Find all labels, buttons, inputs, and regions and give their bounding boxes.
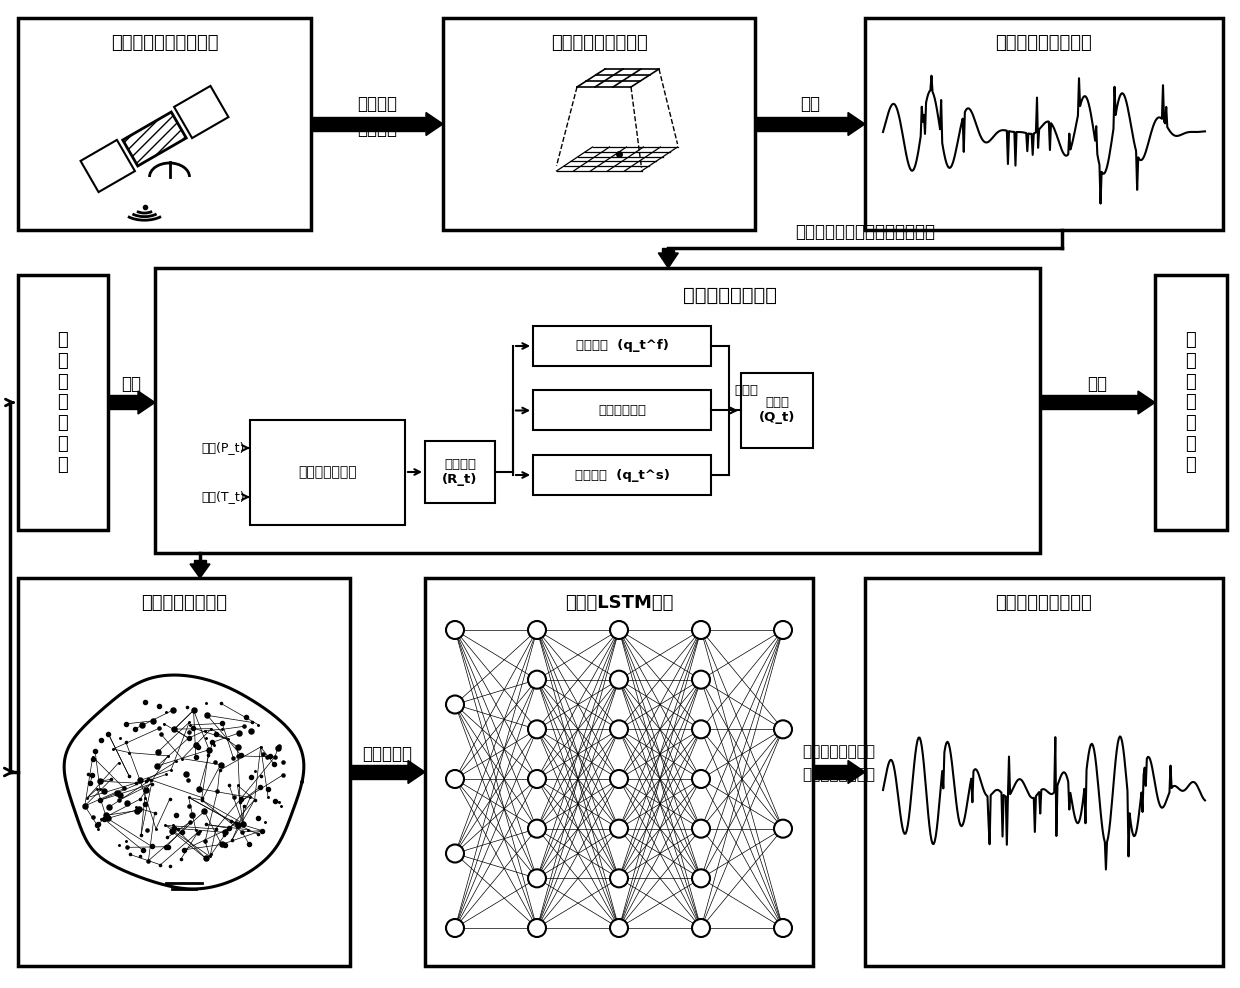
Circle shape bbox=[692, 770, 711, 788]
Polygon shape bbox=[427, 113, 443, 135]
Circle shape bbox=[610, 770, 627, 788]
Text: 校正长系列径流系列: 校正长系列径流系列 bbox=[996, 594, 1092, 612]
Text: 构建流域水文模型: 构建流域水文模型 bbox=[683, 286, 777, 305]
Circle shape bbox=[528, 621, 546, 639]
Circle shape bbox=[774, 820, 792, 838]
Bar bbox=[19, 18, 311, 230]
Text: 推求长系列气象资料: 推求长系列气象资料 bbox=[996, 34, 1092, 52]
Text: 总径流
(Q_t): 总径流 (Q_t) bbox=[759, 396, 795, 425]
Text: 提取卫星遥测气象信息: 提取卫星遥测气象信息 bbox=[110, 34, 218, 52]
Text: 率定统计降尺度模型: 率定统计降尺度模型 bbox=[551, 34, 647, 52]
Bar bbox=[742, 373, 813, 448]
Circle shape bbox=[446, 919, 464, 937]
Polygon shape bbox=[123, 112, 186, 166]
Text: 观测数据: 观测数据 bbox=[357, 120, 397, 138]
Bar bbox=[19, 578, 350, 966]
Text: 非线性损失模块: 非线性损失模块 bbox=[298, 465, 357, 479]
Text: 的长系列径流过程: 的长系列径流过程 bbox=[802, 768, 875, 782]
Bar bbox=[425, 441, 495, 503]
Circle shape bbox=[610, 671, 627, 689]
Polygon shape bbox=[848, 113, 866, 135]
Polygon shape bbox=[848, 761, 866, 783]
Bar bbox=[350, 765, 408, 779]
Bar bbox=[662, 248, 675, 253]
Text: 降水(P_t): 降水(P_t) bbox=[202, 442, 246, 454]
Bar bbox=[108, 395, 138, 409]
Text: 温度(T_t): 温度(T_t) bbox=[201, 490, 246, 504]
Circle shape bbox=[610, 621, 627, 639]
Text: 实
测
日
径
流
过
程: 实 测 日 径 流 过 程 bbox=[57, 331, 68, 474]
Text: 输入: 输入 bbox=[122, 375, 141, 393]
Polygon shape bbox=[658, 253, 678, 268]
Text: 输入观测期降尺度后的气象系列: 输入观测期降尺度后的气象系列 bbox=[795, 223, 935, 241]
Text: 输出: 输出 bbox=[800, 95, 820, 113]
Bar bbox=[755, 117, 848, 131]
Circle shape bbox=[610, 869, 627, 887]
Circle shape bbox=[528, 919, 546, 937]
Circle shape bbox=[528, 770, 546, 788]
Circle shape bbox=[446, 845, 464, 863]
Bar bbox=[533, 455, 711, 495]
Circle shape bbox=[610, 919, 627, 937]
Text: 输出: 输出 bbox=[1087, 375, 1107, 393]
Bar bbox=[250, 420, 405, 525]
Circle shape bbox=[692, 869, 711, 887]
Bar bbox=[311, 117, 427, 131]
Bar bbox=[425, 578, 813, 966]
Bar bbox=[866, 578, 1223, 966]
Polygon shape bbox=[1138, 391, 1154, 414]
Circle shape bbox=[692, 820, 711, 838]
Circle shape bbox=[528, 720, 546, 738]
Bar bbox=[866, 18, 1223, 230]
Text: 梯度下降法: 梯度下降法 bbox=[362, 745, 413, 763]
Circle shape bbox=[528, 869, 546, 887]
Text: 输入水文模型模拟: 输入水文模型模拟 bbox=[802, 745, 875, 760]
Circle shape bbox=[446, 696, 464, 713]
Circle shape bbox=[446, 770, 464, 788]
Bar bbox=[19, 275, 108, 530]
Circle shape bbox=[774, 621, 792, 639]
Bar bbox=[155, 268, 1040, 553]
Text: 模
拟
日
径
流
过
程: 模 拟 日 径 流 过 程 bbox=[1185, 331, 1197, 474]
Circle shape bbox=[774, 919, 792, 937]
Circle shape bbox=[610, 720, 627, 738]
Bar bbox=[443, 18, 755, 230]
Circle shape bbox=[692, 919, 711, 937]
Bar bbox=[533, 390, 711, 431]
Polygon shape bbox=[190, 564, 210, 578]
Circle shape bbox=[528, 671, 546, 689]
Text: 线性演算模块: 线性演算模块 bbox=[598, 404, 646, 417]
Polygon shape bbox=[81, 140, 135, 192]
Circle shape bbox=[610, 820, 627, 838]
Bar bbox=[813, 765, 848, 779]
Text: 有效降雨
(R_t): 有效降雨 (R_t) bbox=[443, 458, 477, 486]
Text: 快速径流  (q_t^f): 快速径流 (q_t^f) bbox=[575, 340, 668, 353]
Polygon shape bbox=[174, 86, 228, 138]
Circle shape bbox=[528, 820, 546, 838]
Text: 慢速径流  (q_t^s): 慢速径流 (q_t^s) bbox=[574, 468, 670, 481]
Polygon shape bbox=[138, 391, 155, 414]
Circle shape bbox=[692, 671, 711, 689]
Circle shape bbox=[692, 621, 711, 639]
Circle shape bbox=[774, 720, 792, 738]
Circle shape bbox=[692, 720, 711, 738]
Bar bbox=[1154, 275, 1228, 530]
Text: 地面站点: 地面站点 bbox=[357, 95, 397, 113]
Polygon shape bbox=[408, 761, 425, 783]
Circle shape bbox=[446, 621, 464, 639]
Text: 构建的LSTM模型: 构建的LSTM模型 bbox=[564, 594, 673, 612]
Bar bbox=[533, 326, 711, 366]
Bar bbox=[193, 560, 206, 564]
Bar bbox=[1040, 395, 1138, 409]
Text: 总径流: 总径流 bbox=[734, 383, 758, 396]
Text: 训练机器学习模型: 训练机器学习模型 bbox=[141, 594, 227, 612]
